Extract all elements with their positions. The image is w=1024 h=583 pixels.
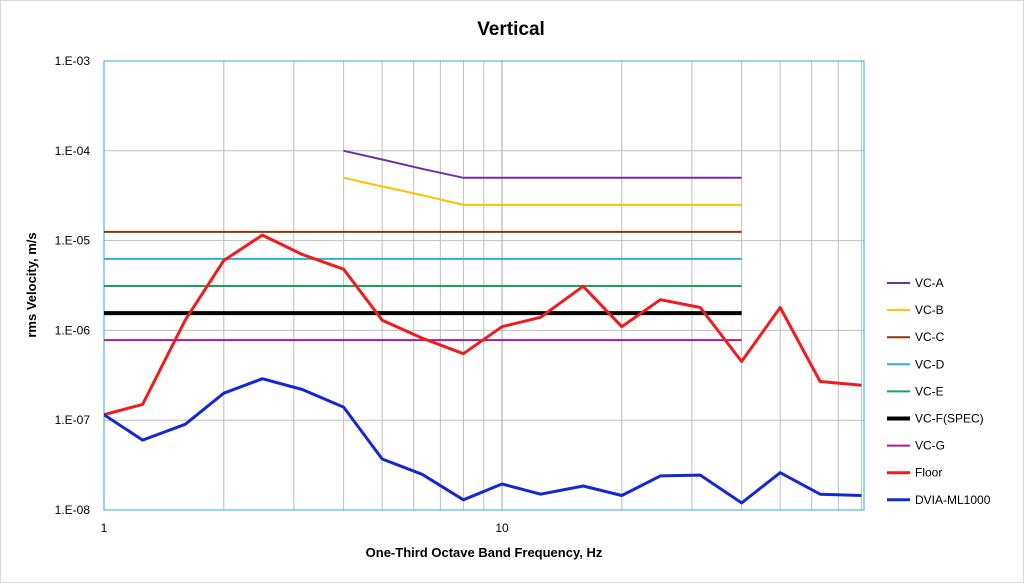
legend-label: VC-A <box>915 276 944 290</box>
legend-label: DVIA-ML1000 <box>915 493 991 507</box>
x-axis-label: One-Third Octave Band Frequency, Hz <box>366 545 603 560</box>
chart-title: Vertical <box>477 19 545 40</box>
legend: VC-A VC-B VC-C VC-D VC-E VC-F(SPEC) VC-G Floor D… <box>887 276 991 507</box>
y-tick-label: 1.E-08 <box>55 503 91 517</box>
x-tick-label: 10 <box>495 521 509 535</box>
x-tick-labels: 1 10 <box>101 521 509 535</box>
legend-label: Floor <box>915 466 942 480</box>
series-line-dvia-ml1000 <box>104 377 862 505</box>
legend-label: VC-F(SPEC) <box>915 412 984 426</box>
legend-label: VC-B <box>915 303 944 317</box>
legend-label: VC-G <box>915 439 945 453</box>
y-tick-label: 1.E-06 <box>55 323 91 337</box>
y-tick-label: 1.E-07 <box>55 413 91 427</box>
legend-label: VC-E <box>915 384 944 398</box>
legend-label: VC-C <box>915 330 945 344</box>
y-tick-label: 1.E-04 <box>55 144 91 158</box>
series-group <box>104 149 862 505</box>
series-line-vc-b <box>343 176 742 206</box>
y-tick-label: 1.E-05 <box>55 234 91 248</box>
y-tick-label: 1.E-03 <box>55 54 91 68</box>
series-line-vc-a <box>343 149 742 179</box>
series-line-floor <box>104 233 862 417</box>
legend-label: VC-D <box>915 357 945 371</box>
y-axis-label: rms Velocity, m/s <box>24 232 39 337</box>
x-tick-label: 1 <box>101 521 108 535</box>
y-tick-labels: 1.E-08 1.E-07 1.E-06 1.E-05 1.E-04 1.E-03 <box>55 54 91 517</box>
